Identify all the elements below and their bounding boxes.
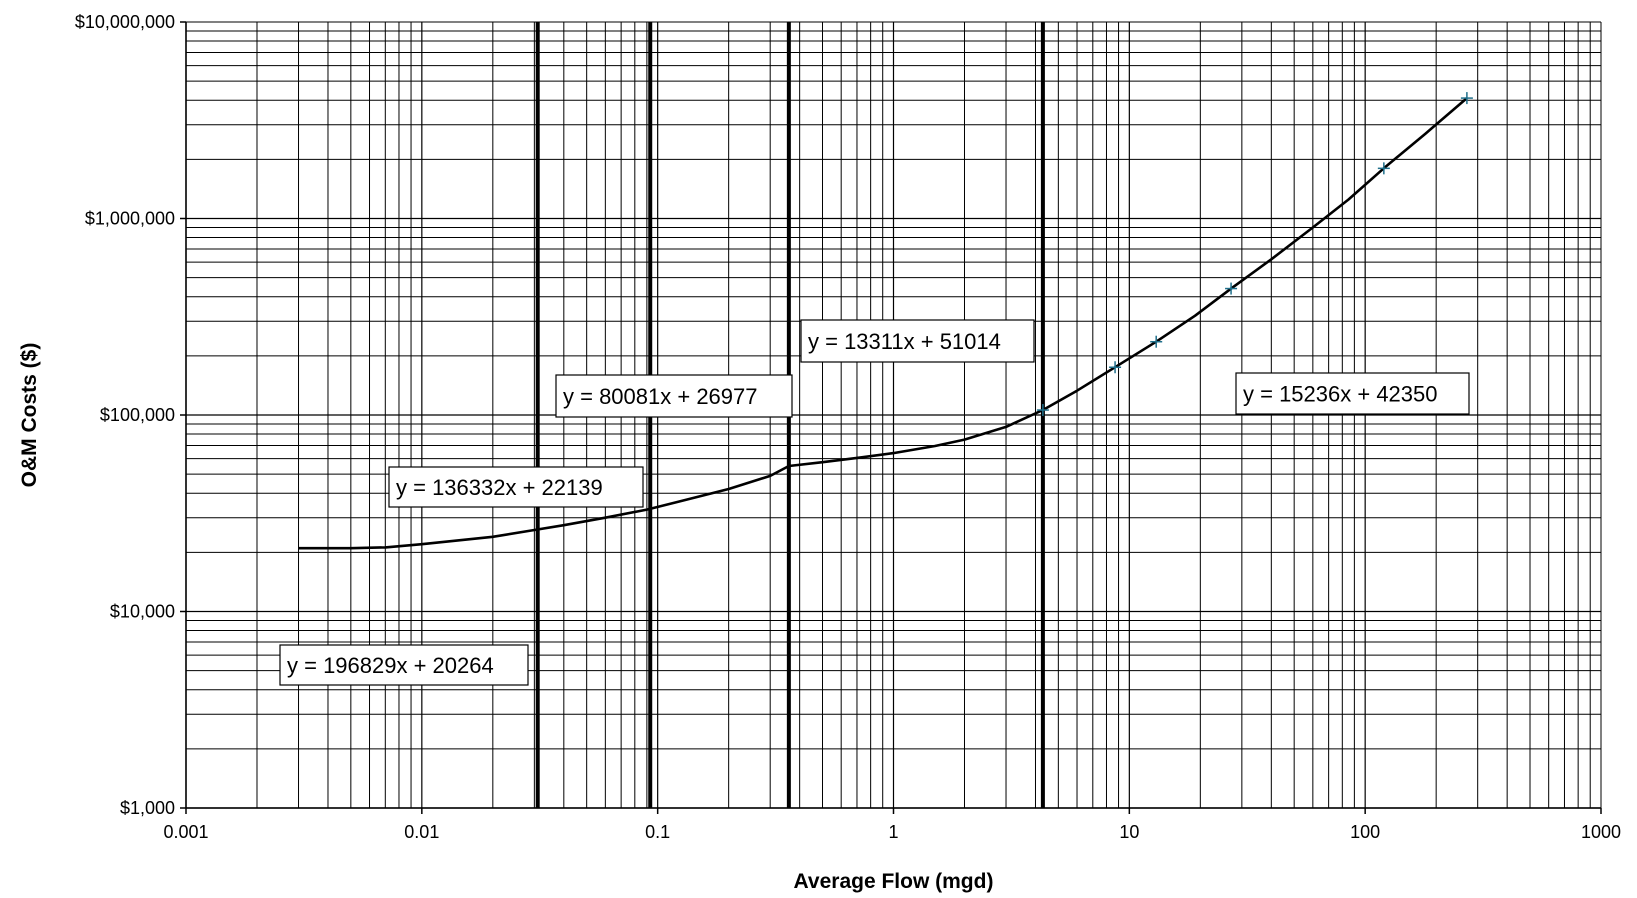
equation-box-border (555, 374, 793, 418)
marker-layer (1036, 92, 1473, 417)
y-tick-label: $10,000 (110, 602, 175, 622)
cost-curve-line (298, 97, 1468, 550)
y-tick-label: $10,000,000 (75, 12, 175, 32)
equation-box: y = 15236x + 42350 (1235, 372, 1470, 415)
y-axis-title: O&M Costs ($) (18, 343, 41, 488)
x-tick-label: 0.001 (163, 822, 208, 842)
y-tick-label: $1,000,000 (85, 209, 175, 229)
equation-box-border (1235, 372, 1470, 415)
x-tick-label: 0.1 (645, 822, 670, 842)
series-layer (298, 97, 1468, 550)
equation-box: y = 13311x + 51014 (800, 319, 1035, 363)
data-point-marker (1036, 404, 1049, 417)
equation-box: y = 136332x + 22139 (388, 466, 644, 508)
x-axis-title: Average Flow (mgd) (794, 870, 994, 893)
y-tick-label: $100,000 (100, 405, 175, 425)
equation-box: y = 80081x + 26977 (555, 374, 793, 418)
equation-text: y = 80081x + 26977 (563, 384, 758, 409)
equation-text: y = 196829x + 20264 (287, 653, 494, 678)
equation-text: y = 15236x + 42350 (1243, 382, 1438, 407)
equation-text: y = 13311x + 51014 (808, 329, 1001, 354)
x-tick-label: 1 (888, 822, 898, 842)
x-tick-label: 100 (1350, 822, 1380, 842)
equation-text: y = 136332x + 22139 (396, 475, 603, 500)
equation-box-border (800, 319, 1035, 363)
data-point-marker (1377, 162, 1390, 175)
equation-box-border (279, 644, 529, 686)
equation-box: y = 196829x + 20264 (279, 644, 529, 686)
data-point-marker (1150, 335, 1163, 348)
tick-labels: 0.001 0.01 0.1 1 10 100 1000 $1,000 $10,000 $100,… (75, 12, 1621, 842)
equation-box-border (388, 466, 644, 508)
equation-annotations: y = 196829x + 20264 y = 136332x + 22139 y … (279, 319, 1470, 686)
x-tick-label: 0.01 (404, 822, 439, 842)
data-point-marker (1225, 282, 1238, 295)
x-tick-label: 10 (1119, 822, 1139, 842)
data-point-marker (1109, 361, 1122, 374)
x-tick-label: 1000 (1581, 822, 1621, 842)
data-point-marker (1460, 92, 1473, 105)
y-tick-label: $1,000 (120, 798, 175, 818)
